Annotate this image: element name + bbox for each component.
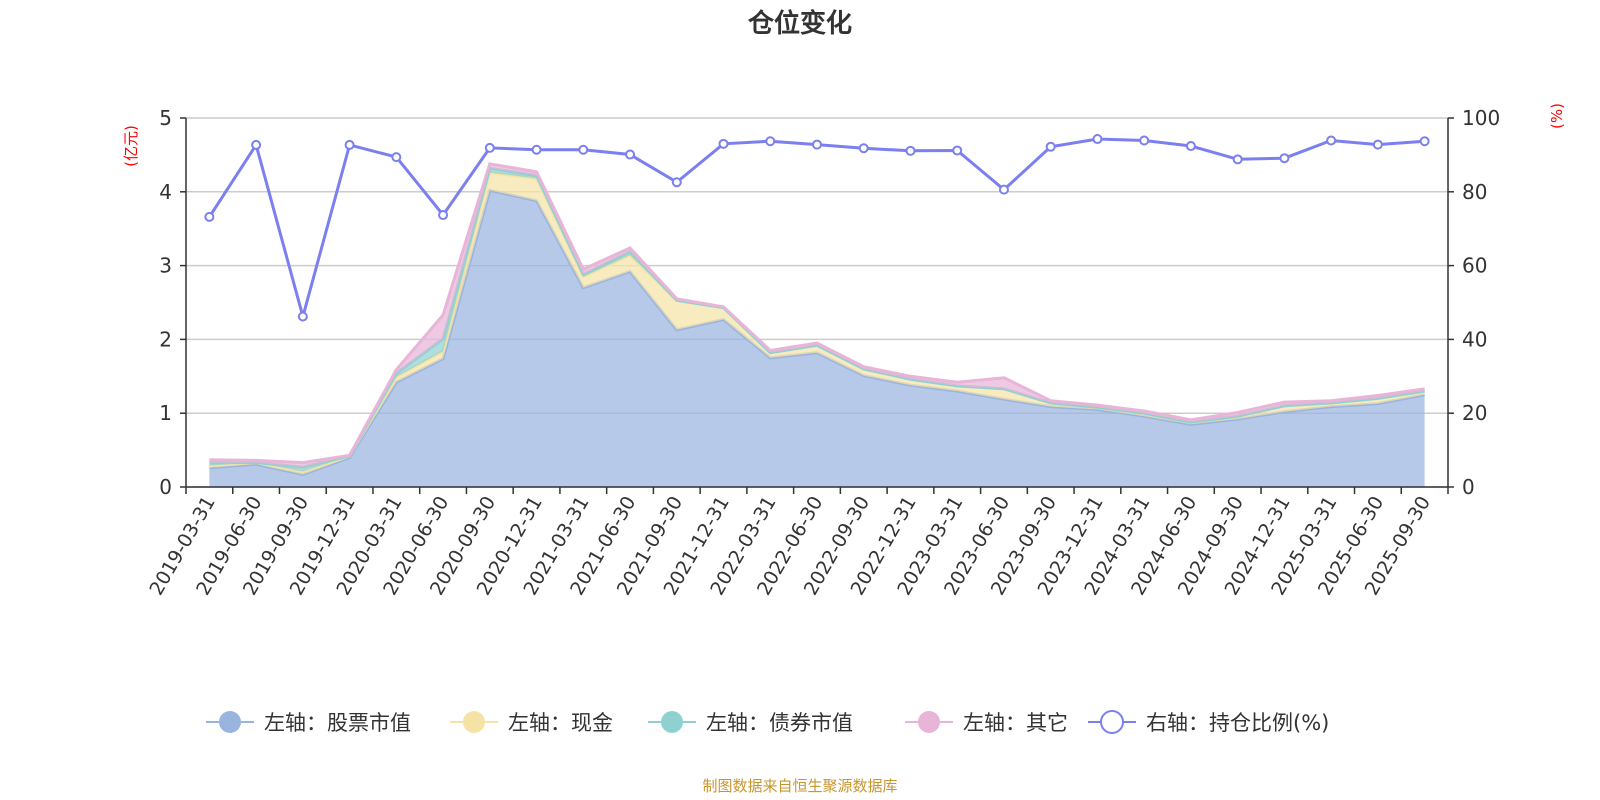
position-ratio-point [1045,141,1056,152]
legend-label-1: 左轴：现金 [508,711,613,735]
right-axis-tick-label: 0 [1462,475,1475,499]
area-series-edge-3 [209,162,1425,465]
stacked-area-layer [209,162,1425,488]
position-ratio-point [251,139,262,150]
right-axis-unit-label: (%) [1548,103,1566,129]
right-axis-tick-label: 40 [1462,327,1487,351]
position-ratio-point [812,139,822,150]
position-ratio-point [718,138,729,149]
position-ratio-point [625,149,636,160]
legend-label-0: 左轴：股票市值 [264,711,411,735]
left-axis-tick-label: 1 [159,401,172,425]
left-axis-tick-label: 5 [159,106,172,130]
position-ratio-point [1139,135,1150,146]
position-ratio-point [1185,141,1196,152]
legend-label-3: 左轴：其它 [963,711,1068,735]
left-axis-tick-label: 4 [159,180,172,204]
position-ratio-point [1419,136,1430,147]
position-ratio-point [1372,139,1383,150]
position-ratio-line [208,137,1425,323]
position-ratio-point [1092,134,1103,145]
position-ratio-point [578,144,589,155]
position-ratio-point [765,136,776,147]
position-ratio-point [484,142,495,153]
area-series-0 [209,190,1425,488]
position-ratio-point [297,311,308,322]
position-ratio-point [391,152,402,163]
legend-marker-1 [463,711,485,733]
area-series-1 [209,172,1425,475]
legend-marker-0 [219,711,241,733]
legend-marker-3 [918,711,940,733]
legend: 左轴：股票市值 左轴：现金 左轴：债券市值 左轴：其它 右轴：持仓比例(%) [206,710,1329,735]
position-ratio-line-layer [204,134,1430,323]
left-axis-tick-label: 0 [159,475,172,499]
right-axis-tick-label: 60 [1462,254,1487,278]
position-ratio-point [204,211,215,222]
legend-label-4: 右轴：持仓比例(%) [1146,711,1329,735]
position-ratio-point [858,143,869,154]
legend-marker-4 [1100,710,1124,734]
right-axis-tick-label: 80 [1462,180,1487,204]
position-ratio-point [1326,135,1337,146]
position-ratio-point [671,177,682,188]
left-axis-unit-label: (亿元) [122,125,140,167]
position-ratio-point [1279,153,1290,164]
position-ratio-point [952,145,963,156]
right-axis-tick-label: 100 [1462,106,1500,130]
left-axis-tick-label: 2 [159,327,172,351]
left-axis-tick-label: 3 [159,254,172,278]
chart-title: 仓位变化 [747,8,852,39]
position-ratio-point [438,210,449,221]
right-axis-tick-label: 20 [1462,401,1487,425]
position-ratio-point [344,139,355,150]
source-note: 制图数据来自恒生聚源数据库 [702,777,897,795]
legend-label-2: 左轴：债券市值 [706,711,853,735]
position-ratio-point [998,184,1009,195]
position-ratio-point [1232,154,1243,165]
position-ratio-point [531,144,542,155]
position-ratio-point [905,145,916,156]
legend-marker-2 [661,711,683,733]
